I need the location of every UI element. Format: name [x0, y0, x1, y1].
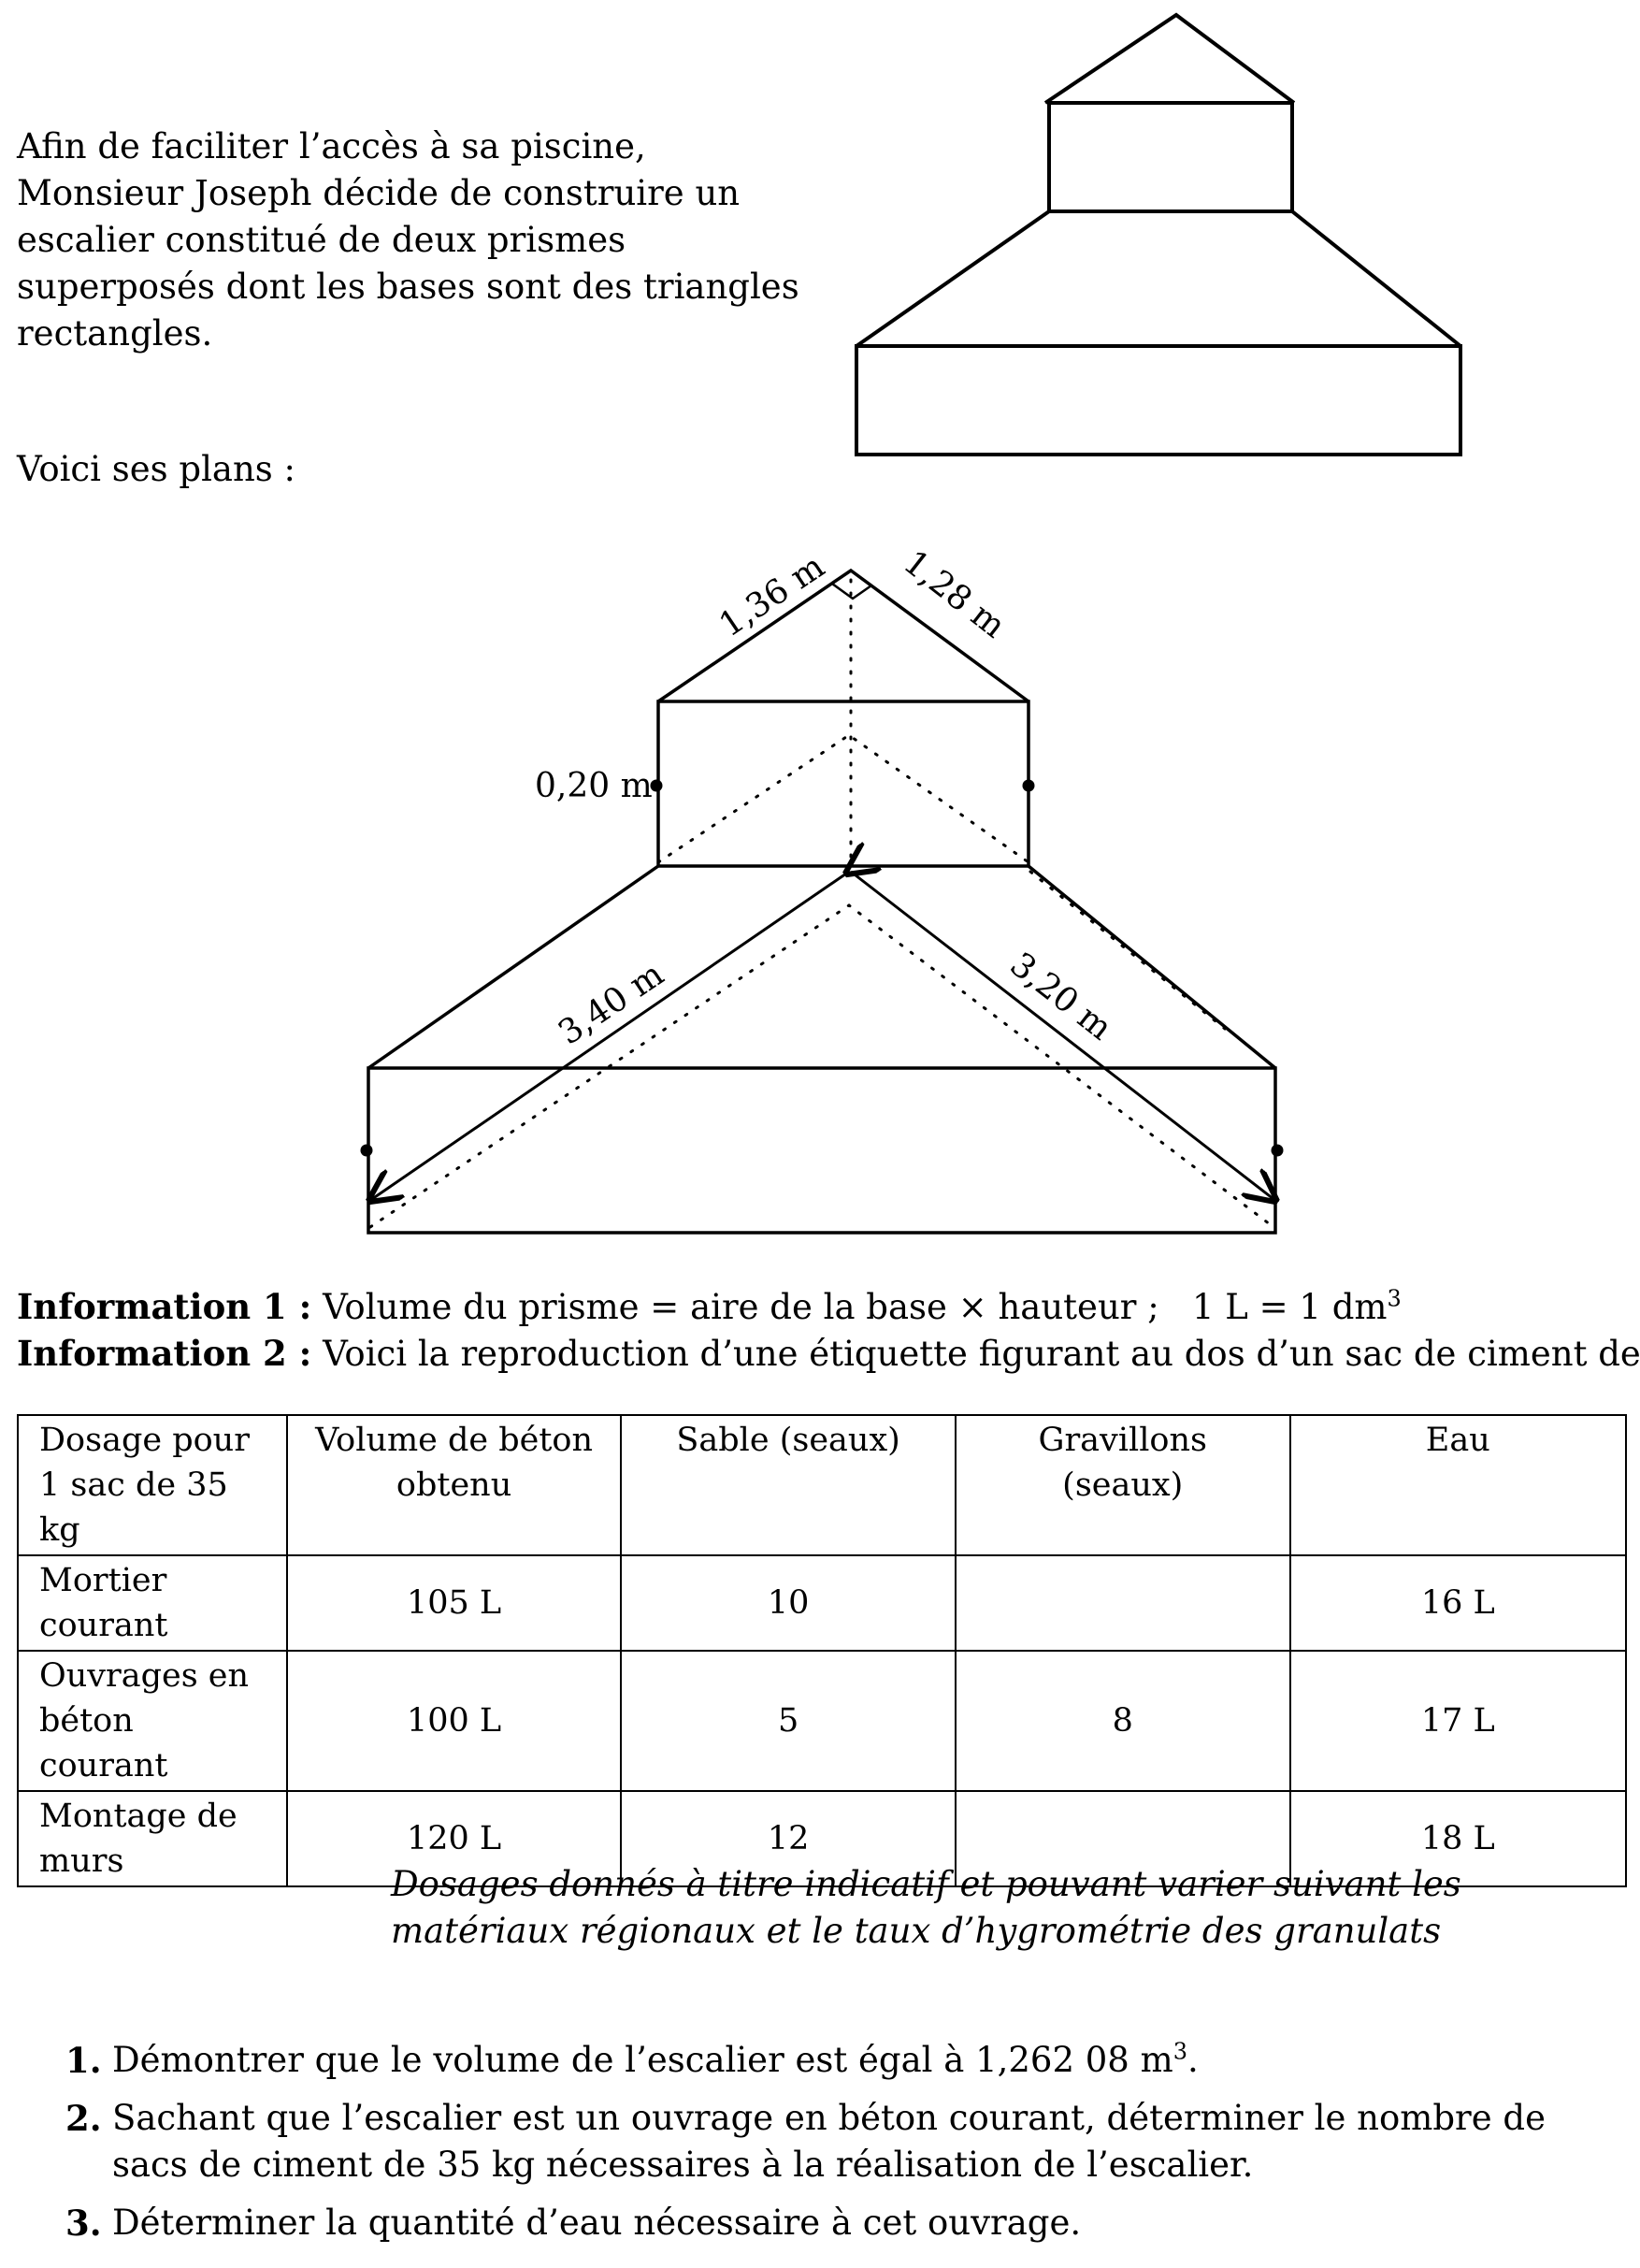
cell-volume: 100 L — [285, 1650, 623, 1792]
question-text: Sachant que l’escalier est un ouvrage en… — [112, 2098, 1546, 2185]
plans-label: Voici ses plans : — [17, 449, 296, 489]
cell-gravillons: 8 — [954, 1650, 1291, 1792]
front-view-lower-block — [855, 344, 1462, 456]
lower-prism-box — [367, 1066, 1277, 1235]
lower-prism-slopes — [367, 864, 1277, 1070]
info1-text: Volume du prisme = aire de la base × hau… — [323, 1287, 1159, 1327]
dot-bottom-left — [360, 1144, 373, 1157]
cell-sable: 5 — [620, 1650, 957, 1792]
info2-text: Voici la reproduction d’une étiquette fi… — [323, 1334, 1640, 1374]
question-text: Démontrer que le volume de l’escalier es… — [112, 2040, 1173, 2080]
right-angle-marker — [829, 569, 874, 600]
row-label: Mortier courant — [17, 1554, 288, 1652]
cell-sable: 10 — [620, 1554, 957, 1652]
header-volume: Volume de béton obtenu — [285, 1414, 623, 1556]
intro-paragraph: Afin de faciliter l’accès à sa piscine, … — [17, 126, 799, 354]
info1-unit-exponent: 3 — [1387, 1285, 1402, 1312]
header-eau: Eau — [1288, 1414, 1628, 1556]
question-number: 1. — [65, 2040, 102, 2081]
question-number: 2. — [65, 2098, 102, 2139]
table-caption: Dosages donnés à titre indicatif et pouv… — [391, 1864, 1461, 1951]
label-top-right: 1,28 m — [896, 543, 1012, 646]
question-number: 3. — [65, 2203, 102, 2244]
question-item: 1. Démontrer que le volume de l’escalier… — [56, 2037, 1608, 2084]
dot-bottom-right — [1271, 1144, 1284, 1157]
dot-top-left — [650, 779, 663, 792]
hidden-right-slope — [1029, 870, 1227, 1031]
dot-top-right — [1022, 779, 1035, 792]
cell-gravillons — [954, 1790, 1291, 1887]
header-dosage: Dosage pour 1 sac de 35 kg — [17, 1414, 288, 1556]
front-view-slope — [855, 209, 1462, 348]
question-list: 1. Démontrer que le volume de l’escalier… — [56, 2037, 1608, 2258]
arrow-right — [850, 870, 1273, 1199]
top-prism-box — [656, 700, 1030, 868]
staircase-front-view — [855, 12, 1462, 456]
cell-sable: 12 — [620, 1790, 957, 1887]
cell-volume: 120 L — [285, 1790, 623, 1887]
info2-label: Information 2 : — [17, 1333, 312, 1374]
question-text: Déterminer la quantité d’eau nécessaire … — [112, 2203, 1082, 2243]
cell-eau: 18 L — [1288, 1790, 1628, 1887]
cell-eau: 17 L — [1288, 1650, 1628, 1792]
table-header-row: Dosage pour 1 sac de 35 kg Volume de bét… — [17, 1414, 1628, 1556]
information-1: Information 1 : Volume du prisme = aire … — [17, 1283, 1402, 1331]
dosage-table: Dosage pour 1 sac de 35 kg Volume de bét… — [17, 1414, 1628, 1887]
staircase-plan-figure: 1,36 m 1,28 m 0,20 m 3,40 m 3,20 m — [360, 543, 1284, 1235]
cell-gravillons — [954, 1554, 1291, 1652]
table-row: Montage de murs 120 L 12 18 L — [17, 1790, 1628, 1887]
front-view-upper-block — [1047, 101, 1294, 213]
cell-volume: 105 L — [285, 1554, 623, 1652]
hidden-lower-prism-edges — [368, 903, 1275, 1229]
label-height-top: 0,20 m — [535, 767, 653, 805]
cell-eau: 16 L — [1288, 1554, 1628, 1652]
header-gravillons: Gravillons (seaux) — [954, 1414, 1291, 1556]
question-end: . — [1187, 2040, 1199, 2080]
row-label: Ouvrages en béton courant — [17, 1650, 288, 1792]
info1-label: Information 1 : — [17, 1286, 312, 1327]
question-item: 3. Déterminer la quantité d’eau nécessai… — [56, 2200, 1608, 2246]
table-row: Mortier courant 105 L 10 16 L — [17, 1554, 1628, 1652]
row-label: Montage de murs — [17, 1790, 288, 1887]
arrow-left — [372, 872, 849, 1199]
hidden-top-prism-edges — [656, 733, 1030, 864]
question-exponent: 3 — [1172, 2038, 1187, 2065]
information-2: Information 2 : Voici la reproduction d’… — [17, 1330, 1640, 1378]
front-view-roof — [1043, 12, 1296, 105]
info1-unit: 1 L = 1 dm — [1192, 1287, 1388, 1327]
header-sable: Sable (seaux) — [620, 1414, 957, 1556]
table-row: Ouvrages en béton courant 100 L 5 8 17 L — [17, 1650, 1628, 1792]
question-item: 2. Sachant que l’escalier est un ouvrage… — [56, 2095, 1608, 2189]
